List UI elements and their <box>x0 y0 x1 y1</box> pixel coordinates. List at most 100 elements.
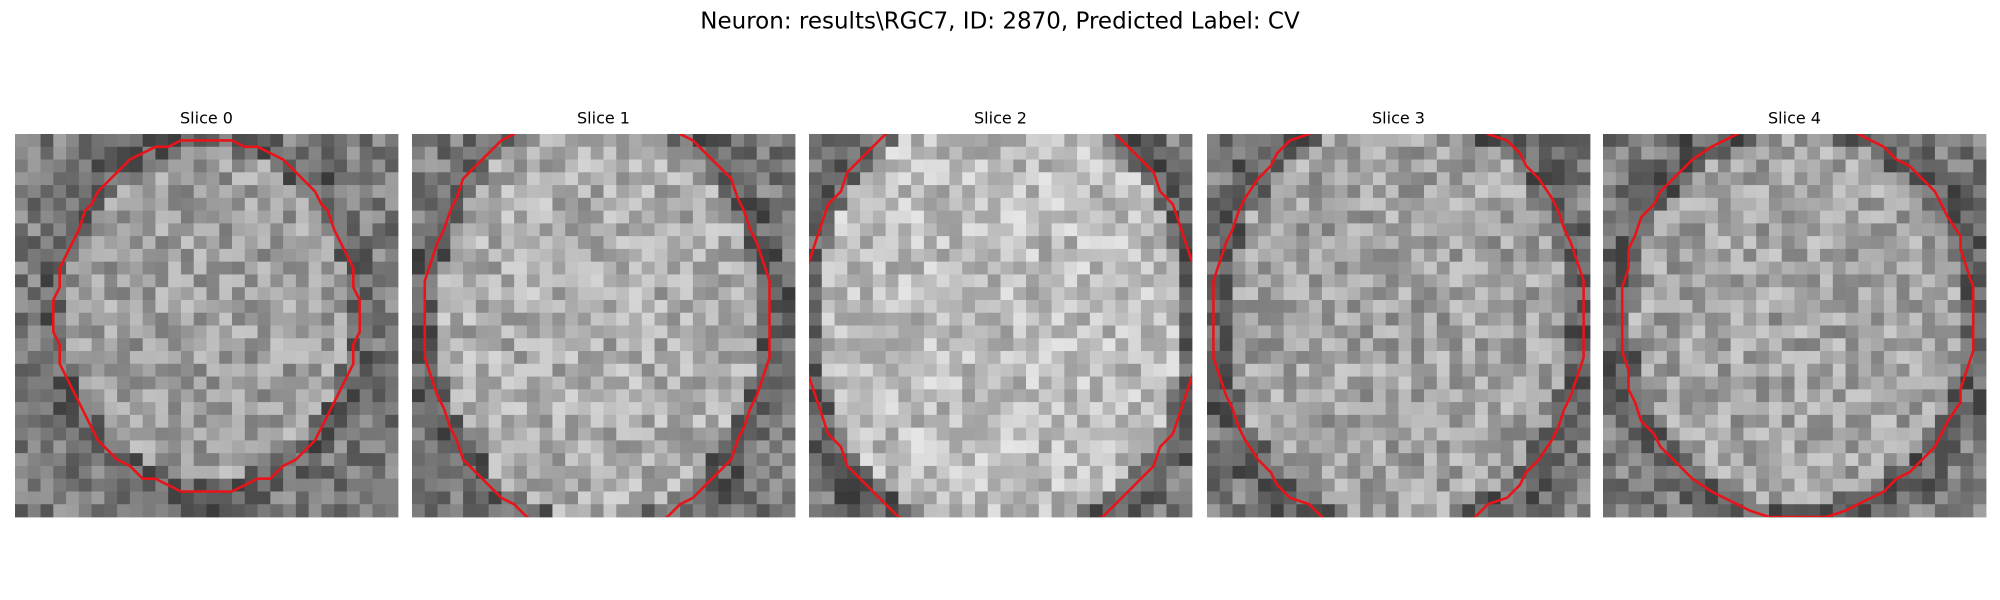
pixel <box>1321 351 1336 365</box>
pixel <box>1730 389 1744 403</box>
pixel <box>1947 299 1961 314</box>
pixel <box>1258 325 1272 339</box>
pixel <box>1934 146 1949 160</box>
pixel <box>1768 274 1783 288</box>
pixel <box>1077 197 1091 211</box>
pixel <box>1603 491 1617 505</box>
pixel <box>488 159 502 173</box>
pixel <box>667 185 681 199</box>
pixel <box>1436 478 1450 492</box>
pixel <box>1487 453 1502 467</box>
pixel <box>168 478 182 492</box>
pixel <box>1372 287 1387 301</box>
pixel <box>1411 223 1425 237</box>
pixel <box>565 159 579 173</box>
pixel <box>860 223 874 237</box>
pixel <box>731 363 745 377</box>
pixel <box>898 376 912 390</box>
pixel <box>821 402 835 416</box>
pixel <box>1283 325 1297 339</box>
pixel <box>834 465 848 480</box>
pixel <box>1462 248 1476 263</box>
pixel <box>40 134 54 148</box>
pixel <box>1102 325 1116 339</box>
pixel <box>974 376 989 390</box>
pixel <box>667 338 681 352</box>
pixel <box>616 299 630 314</box>
pixel <box>821 440 835 454</box>
pixel <box>193 185 207 199</box>
pixel <box>1756 146 1770 160</box>
pixel <box>756 504 770 518</box>
pixel <box>180 274 195 288</box>
pixel <box>860 236 874 250</box>
pixel <box>1973 261 1987 275</box>
pixel <box>1487 287 1502 301</box>
pixel <box>501 146 515 160</box>
pixel <box>654 159 668 173</box>
pixel <box>270 325 284 339</box>
pixel <box>180 376 195 390</box>
pixel <box>180 414 195 429</box>
pixel <box>53 159 67 173</box>
pixel <box>180 236 195 250</box>
pixel <box>1115 465 1129 480</box>
pixel <box>1973 248 1987 263</box>
pixel <box>142 236 156 250</box>
pixel <box>680 197 694 211</box>
pixel <box>1372 478 1387 492</box>
pixel <box>743 478 758 492</box>
pixel <box>872 363 886 377</box>
pixel <box>1641 504 1655 518</box>
pixel <box>232 248 246 263</box>
pixel <box>308 274 322 288</box>
pixel <box>847 261 861 275</box>
pixel <box>232 427 246 441</box>
pixel <box>1768 478 1783 492</box>
pixel <box>1551 185 1565 199</box>
pixel <box>539 134 553 148</box>
pixel <box>1270 325 1284 339</box>
pixel <box>1102 185 1116 199</box>
pixel <box>603 491 617 505</box>
pixel <box>654 376 668 390</box>
pixel <box>1666 236 1680 250</box>
pixel <box>27 440 41 454</box>
pixel <box>1296 414 1310 429</box>
pixel <box>1756 465 1770 480</box>
pixel <box>1245 478 1259 492</box>
pixel <box>424 236 438 250</box>
pixel <box>1960 427 1974 441</box>
pixel <box>1372 223 1387 237</box>
pixel <box>1641 312 1655 326</box>
pixel <box>53 299 67 314</box>
pixel <box>949 287 963 301</box>
pixel <box>372 491 386 505</box>
pixel <box>15 197 29 211</box>
pixel <box>821 351 835 365</box>
pixel <box>27 338 41 352</box>
pixel <box>168 248 182 263</box>
pixel <box>1372 338 1387 352</box>
pixel <box>40 376 54 390</box>
pixel <box>1858 363 1872 377</box>
pixel <box>680 453 694 467</box>
pixel <box>385 453 399 467</box>
pixel <box>1526 299 1540 314</box>
pixel <box>1321 223 1336 237</box>
pixel <box>885 312 899 326</box>
pixel <box>629 172 643 186</box>
pixel <box>424 210 438 224</box>
pixel <box>1424 491 1438 505</box>
pixel <box>1398 146 1412 160</box>
pixel <box>1743 351 1757 365</box>
pixel <box>847 453 861 467</box>
pixel <box>1077 389 1091 403</box>
pixel <box>1360 465 1374 480</box>
pixel <box>270 223 284 237</box>
pixel <box>1013 146 1027 160</box>
pixel <box>91 146 105 160</box>
pixel <box>1179 351 1193 365</box>
pixel <box>1475 312 1489 326</box>
pixel <box>27 376 41 390</box>
